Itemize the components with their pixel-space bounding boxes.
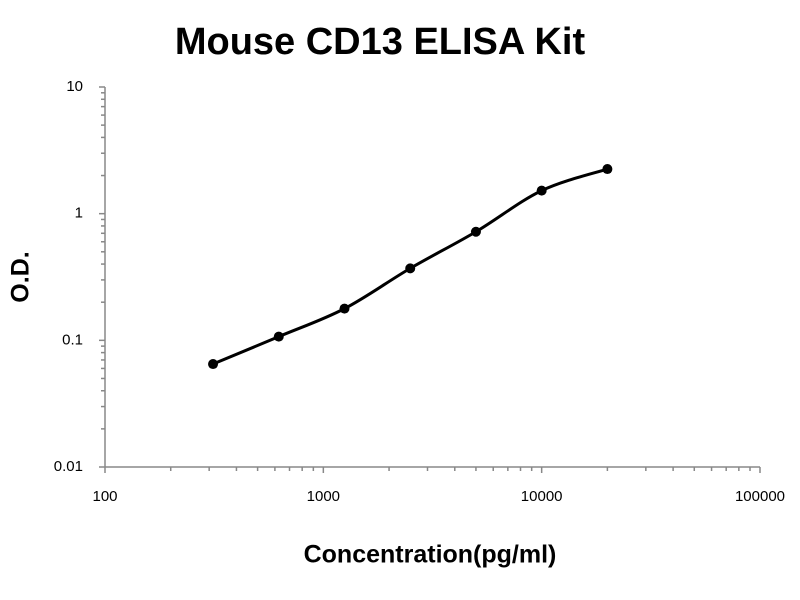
data-point [339, 303, 350, 314]
x-tick-label: 10000 [521, 488, 563, 505]
y-tick-label: 10 [66, 78, 83, 95]
data-point [536, 185, 547, 196]
y-axis-label: O.D. [7, 251, 35, 302]
data-point [273, 331, 284, 342]
data-point [602, 164, 613, 175]
y-tick-label: 0.01 [54, 458, 83, 475]
data-point [208, 359, 219, 370]
x-tick-label: 100000 [735, 488, 785, 505]
data-point [470, 226, 481, 237]
data-point [405, 263, 416, 274]
x-axis-label: Concentration(pg/ml) [304, 541, 557, 569]
x-tick-label: 1000 [307, 488, 340, 505]
y-tick-label: 1 [75, 205, 83, 222]
chart-title: Mouse CD13 ELISA Kit [175, 21, 586, 63]
x-tick-label: 100 [92, 488, 117, 505]
y-tick-label: 0.1 [62, 331, 83, 348]
